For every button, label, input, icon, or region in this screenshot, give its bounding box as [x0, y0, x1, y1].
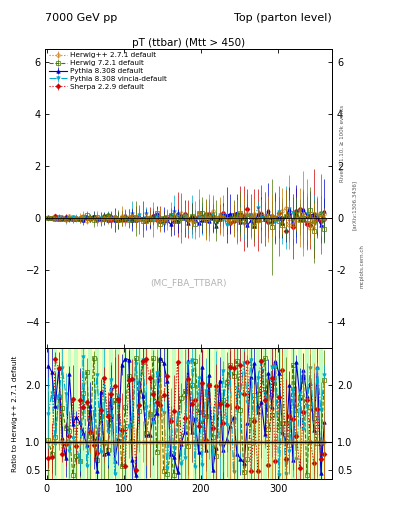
Bar	[120, 348, 123, 479]
Bar	[291, 348, 295, 479]
Bar	[221, 348, 225, 479]
Bar	[138, 348, 141, 479]
Bar	[218, 348, 221, 479]
Bar	[173, 348, 176, 479]
Text: 7000 GeV pp: 7000 GeV pp	[45, 13, 118, 23]
Bar	[123, 348, 127, 479]
Title: pT (ttbar) (Mtt > 450): pT (ttbar) (Mtt > 450)	[132, 38, 245, 48]
Bar	[298, 348, 302, 479]
Bar	[130, 348, 134, 479]
Bar	[141, 348, 144, 479]
Bar	[193, 348, 197, 479]
Bar	[176, 348, 179, 479]
Bar	[162, 348, 165, 479]
Bar	[239, 348, 242, 479]
Bar	[75, 348, 78, 479]
Bar	[78, 348, 81, 479]
Bar	[179, 348, 183, 479]
Bar	[207, 348, 211, 479]
Bar	[228, 348, 232, 479]
Bar	[95, 348, 99, 479]
Bar	[53, 348, 57, 479]
Text: (MC_FBA_TTBAR): (MC_FBA_TTBAR)	[151, 278, 227, 287]
Bar	[225, 348, 228, 479]
Bar	[127, 348, 130, 479]
Bar	[323, 348, 326, 479]
Bar	[312, 348, 316, 479]
Bar	[274, 348, 277, 479]
Bar	[200, 348, 204, 479]
Legend: Herwig++ 2.7.1 default, Herwig 7.2.1 default, Pythia 8.308 default, Pythia 8.308: Herwig++ 2.7.1 default, Herwig 7.2.1 def…	[48, 51, 168, 91]
Bar	[46, 348, 50, 479]
Bar	[186, 348, 190, 479]
Bar	[155, 348, 158, 479]
Bar	[106, 348, 109, 479]
Bar	[103, 348, 106, 479]
Bar	[61, 348, 64, 479]
Bar	[85, 348, 88, 479]
Bar	[270, 348, 274, 479]
Bar	[197, 348, 200, 479]
Bar	[169, 348, 173, 479]
Bar	[148, 348, 151, 479]
Bar	[249, 348, 253, 479]
Bar	[57, 348, 61, 479]
Bar	[109, 348, 113, 479]
Bar	[71, 348, 75, 479]
Bar	[151, 348, 155, 479]
Bar	[214, 348, 218, 479]
Bar	[316, 348, 319, 479]
Bar	[253, 348, 256, 479]
Bar	[68, 348, 71, 479]
Bar	[267, 348, 270, 479]
Bar	[288, 348, 291, 479]
Bar	[92, 348, 95, 479]
Bar	[256, 348, 260, 479]
Text: [arXiv:1306.3436]: [arXiv:1306.3436]	[352, 180, 357, 230]
Bar	[116, 348, 120, 479]
Bar	[277, 348, 281, 479]
Bar	[260, 348, 263, 479]
Bar	[235, 348, 239, 479]
Bar	[50, 348, 53, 479]
Text: Rivet 3.1.10, ≥ 100k events: Rivet 3.1.10, ≥ 100k events	[340, 105, 345, 182]
Bar	[309, 348, 312, 479]
Bar	[242, 348, 246, 479]
Bar	[113, 348, 116, 479]
Bar	[144, 348, 148, 479]
Bar	[295, 348, 298, 479]
Bar	[64, 348, 68, 479]
Bar	[246, 348, 249, 479]
Bar	[284, 348, 288, 479]
Bar	[88, 348, 92, 479]
Bar	[302, 348, 305, 479]
Bar	[232, 348, 235, 479]
Bar	[158, 348, 162, 479]
Bar	[134, 348, 138, 479]
Bar	[319, 348, 323, 479]
Bar	[263, 348, 267, 479]
Bar	[183, 348, 186, 479]
Y-axis label: Ratio to Herwig++ 2.7.1 default: Ratio to Herwig++ 2.7.1 default	[12, 355, 18, 472]
Bar	[81, 348, 85, 479]
Bar	[99, 348, 103, 479]
Bar	[165, 348, 169, 479]
Bar	[211, 348, 214, 479]
Bar	[305, 348, 309, 479]
Bar	[204, 348, 207, 479]
Bar	[190, 348, 193, 479]
Text: Top (parton level): Top (parton level)	[234, 13, 332, 23]
Text: mcplots.cern.ch: mcplots.cern.ch	[360, 244, 365, 288]
Bar	[281, 348, 284, 479]
